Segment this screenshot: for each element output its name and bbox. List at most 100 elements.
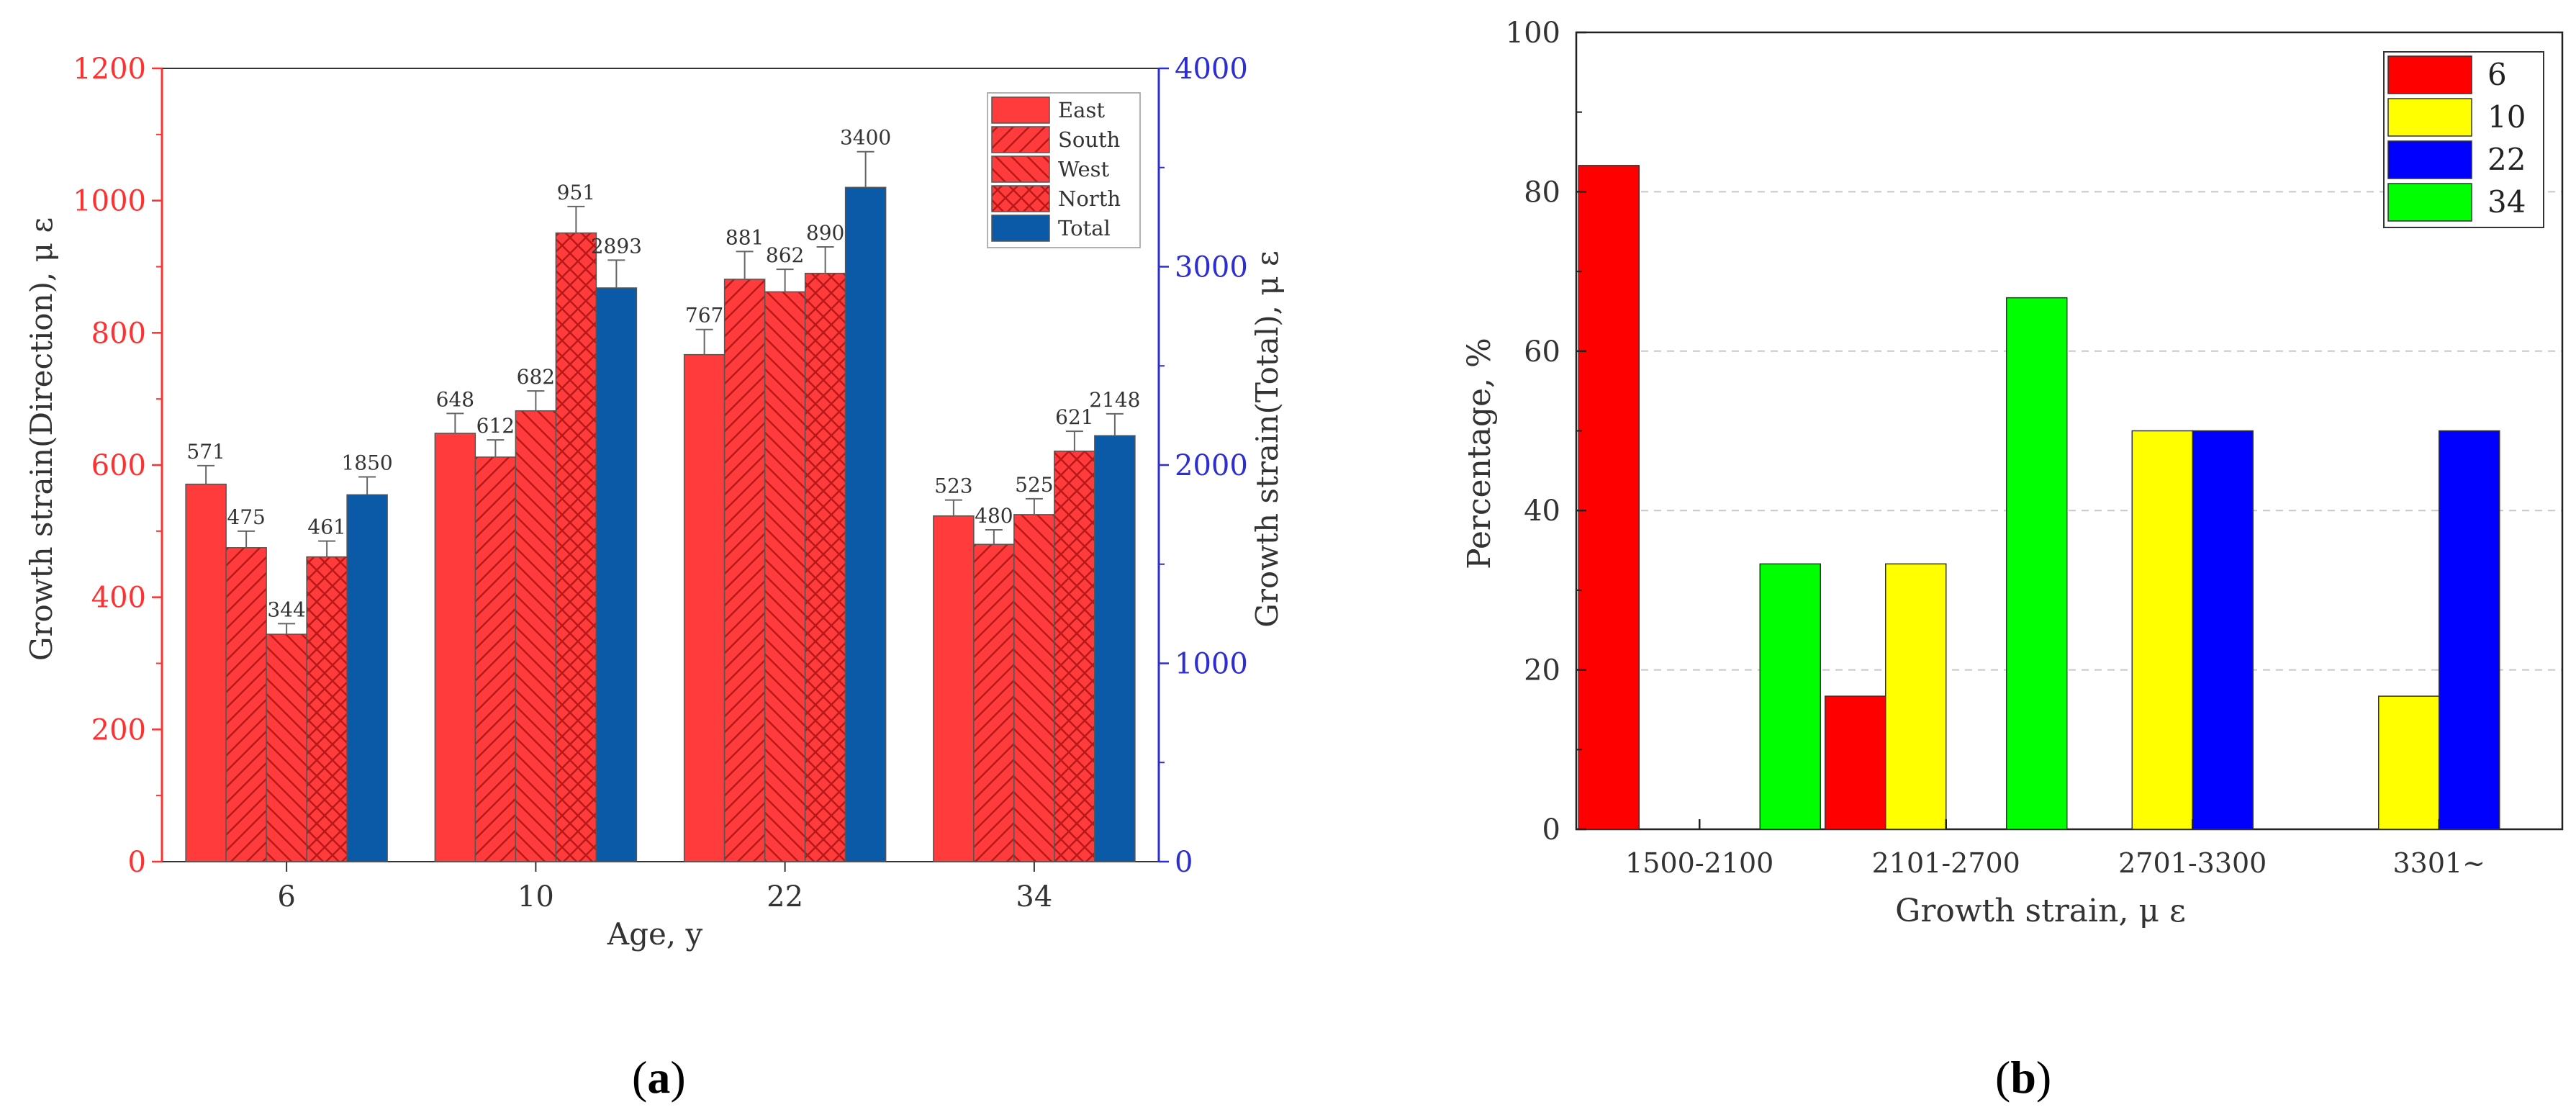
chart-a-right-tick-label: 1000 (1175, 648, 1248, 681)
chart-b-x-tick-label: 2701-3300 (2118, 847, 2267, 879)
chart-a-right-tick-label: 0 (1175, 846, 1193, 879)
chart-a-data-label: 1850 (341, 451, 392, 475)
chart-b-bar (1885, 563, 1947, 830)
chart-a-x-tick-label: 10 (518, 880, 554, 913)
chart-a-data-label: 767 (685, 304, 723, 328)
chart-b-legend-label: 10 (2487, 99, 2526, 135)
chart-a-legend-swatch (991, 96, 1050, 124)
chart-b-bar (1578, 165, 1640, 830)
chart-a-bar (474, 456, 517, 862)
chart-b-bar (2131, 430, 2193, 830)
chart-a-right-tick-label: 2000 (1175, 449, 1248, 482)
chart-a-data-label: 523 (934, 474, 972, 498)
chart-a-right-tick-label: 4000 (1175, 53, 1248, 86)
chart-a-bar (266, 633, 307, 862)
chart-a-legend-label: North (1058, 186, 1121, 211)
chart-a-data-label: 621 (1055, 405, 1093, 429)
chart-a-bar (346, 494, 388, 862)
chart-a-data-label: 862 (766, 243, 804, 267)
chart-a-left-tick-label: 600 (91, 449, 146, 482)
chart-b-x-tick-label: 1500-2100 (1625, 847, 1773, 879)
chart-a-bar (185, 483, 227, 862)
chart-a-right-tick-label: 3000 (1175, 251, 1248, 284)
chart-a-bar (515, 410, 557, 862)
chart-a-data-label: 480 (975, 504, 1013, 528)
chart-a-bar (434, 433, 476, 862)
chart-b-y-tick-label: 80 (1524, 176, 1560, 209)
chart-a-left-tick-label: 200 (91, 713, 146, 746)
panel-label-b: (b) (1995, 1052, 2052, 1103)
chart-a-left-tick-label: 1200 (73, 53, 146, 86)
chart-b-x-tick-label: 3301~ (2392, 847, 2485, 879)
chart-a-legend-swatch (991, 185, 1050, 212)
chart-b-y-axis-label: Percentage, % (1461, 338, 1498, 569)
chart-a-bar (764, 291, 806, 862)
chart-a-legend-label: East (1058, 98, 1105, 122)
chart-a-legend-swatch (991, 215, 1050, 242)
chart-a-data-label: 612 (476, 414, 515, 438)
chart-a-data-label: 648 (436, 387, 474, 411)
chart-a-data-label: 881 (726, 225, 764, 249)
chart-a-legend-label: Total (1058, 216, 1111, 240)
chart-b-y-tick-label: 20 (1524, 654, 1560, 687)
chart-b-bar (1825, 695, 1886, 830)
chart-b-legend-swatch (2387, 98, 2472, 137)
chart-a-data-label: 3400 (840, 126, 891, 150)
chart-b-y-tick-label: 100 (1506, 17, 1560, 50)
chart-b-y-tick-label: 0 (1542, 813, 1560, 847)
chart-b-x-tick-label: 2101-2700 (1872, 847, 2020, 879)
chart-a-bar (683, 353, 726, 862)
chart-b-y-tick-label: 40 (1524, 495, 1560, 528)
chart-b-axes: 0 20 40 60 80 100 1500-2100 2101-2700 2701-3300 3… (1506, 17, 2485, 879)
chart-a-bar (555, 232, 597, 862)
chart-a-left-tick-label: 1000 (73, 185, 146, 218)
chart-b-x-axis-label: Growth strain, μ ε (1895, 893, 2186, 929)
chart-a-y-axis-label: Growth strain(Direction), μ ε (24, 217, 59, 661)
chart-a-bar (595, 287, 638, 862)
chart-b-legend-label: 22 (2487, 142, 2526, 177)
chart-a-legend-swatch (991, 126, 1050, 153)
chart-a-left-tick-label: 400 (91, 582, 146, 615)
chart-a-data-label: 682 (517, 365, 555, 389)
chart-b-bar (2378, 695, 2440, 830)
chart-a-bar (844, 186, 887, 862)
chart-a-x-axis-label: Age, y (607, 916, 703, 952)
chart-b-legend-swatch (2387, 140, 2472, 179)
chart-a-data-label: 344 (267, 597, 305, 621)
chart-a-legend-label: South (1058, 127, 1120, 152)
chart-a-data-label: 2148 (1089, 388, 1140, 412)
chart-a-legend: East South West North Total (987, 92, 1141, 248)
chart-a-bar (723, 279, 766, 862)
chart-a-data-label: 475 (227, 505, 265, 529)
chart-a-axes: 0 200 400 600 800 1000 1200 0 1000 2000 3000 4000 6 1… (73, 53, 1248, 913)
chart-b-bar (2192, 430, 2254, 830)
chart-b-legend-label: 34 (2487, 184, 2526, 220)
chart-a-bar (1054, 450, 1095, 862)
chart-a-left-tick-label: 800 (91, 317, 146, 350)
chart-a-data-label: 2893 (591, 234, 642, 258)
chart-a-x-tick-label: 34 (1016, 880, 1052, 913)
chart-a-bar (225, 547, 267, 862)
chart-a-data-label: 951 (557, 181, 595, 204)
chart-b-legend-swatch (2387, 183, 2472, 222)
chart-a-data-label: 461 (307, 515, 345, 539)
chart-a-bar (1094, 435, 1136, 862)
chart-a-right-y-axis-label: Growth strain(Total), μ ε (1249, 251, 1285, 627)
chart-b-legend-label: 6 (2487, 57, 2507, 92)
chart-a-bar (933, 515, 975, 862)
chart-a-data-label: 525 (1015, 473, 1053, 497)
chart-b-legend-swatch (2387, 55, 2472, 94)
panel-label-a: (a) (632, 1052, 686, 1103)
chart-b-bar (1759, 563, 1821, 830)
chart-b-bar (2006, 297, 2068, 830)
chart-b: 0 20 40 60 80 100 1500-2100 2101-2700 2701-3300 3… (1461, 17, 2564, 929)
chart-b-bars (1578, 165, 2500, 830)
chart-a-left-tick-label: 0 (128, 846, 146, 879)
chart-a-legend-label: West (1058, 157, 1109, 181)
chart-a-data-label: 890 (806, 221, 844, 245)
chart-b-bar (2439, 430, 2500, 830)
chart-a-legend-swatch (991, 155, 1050, 183)
